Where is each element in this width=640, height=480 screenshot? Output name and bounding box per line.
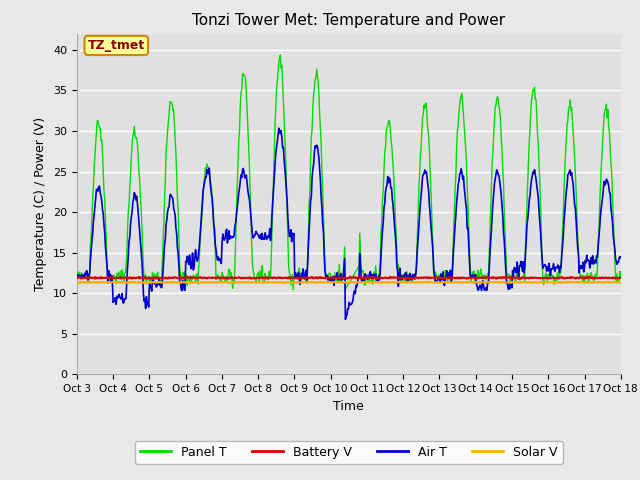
Title: Tonzi Tower Met: Temperature and Power: Tonzi Tower Met: Temperature and Power xyxy=(192,13,506,28)
Y-axis label: Temperature (C) / Power (V): Temperature (C) / Power (V) xyxy=(35,117,47,291)
Legend: Panel T, Battery V, Air T, Solar V: Panel T, Battery V, Air T, Solar V xyxy=(135,441,563,464)
X-axis label: Time: Time xyxy=(333,400,364,413)
Text: TZ_tmet: TZ_tmet xyxy=(88,39,145,52)
